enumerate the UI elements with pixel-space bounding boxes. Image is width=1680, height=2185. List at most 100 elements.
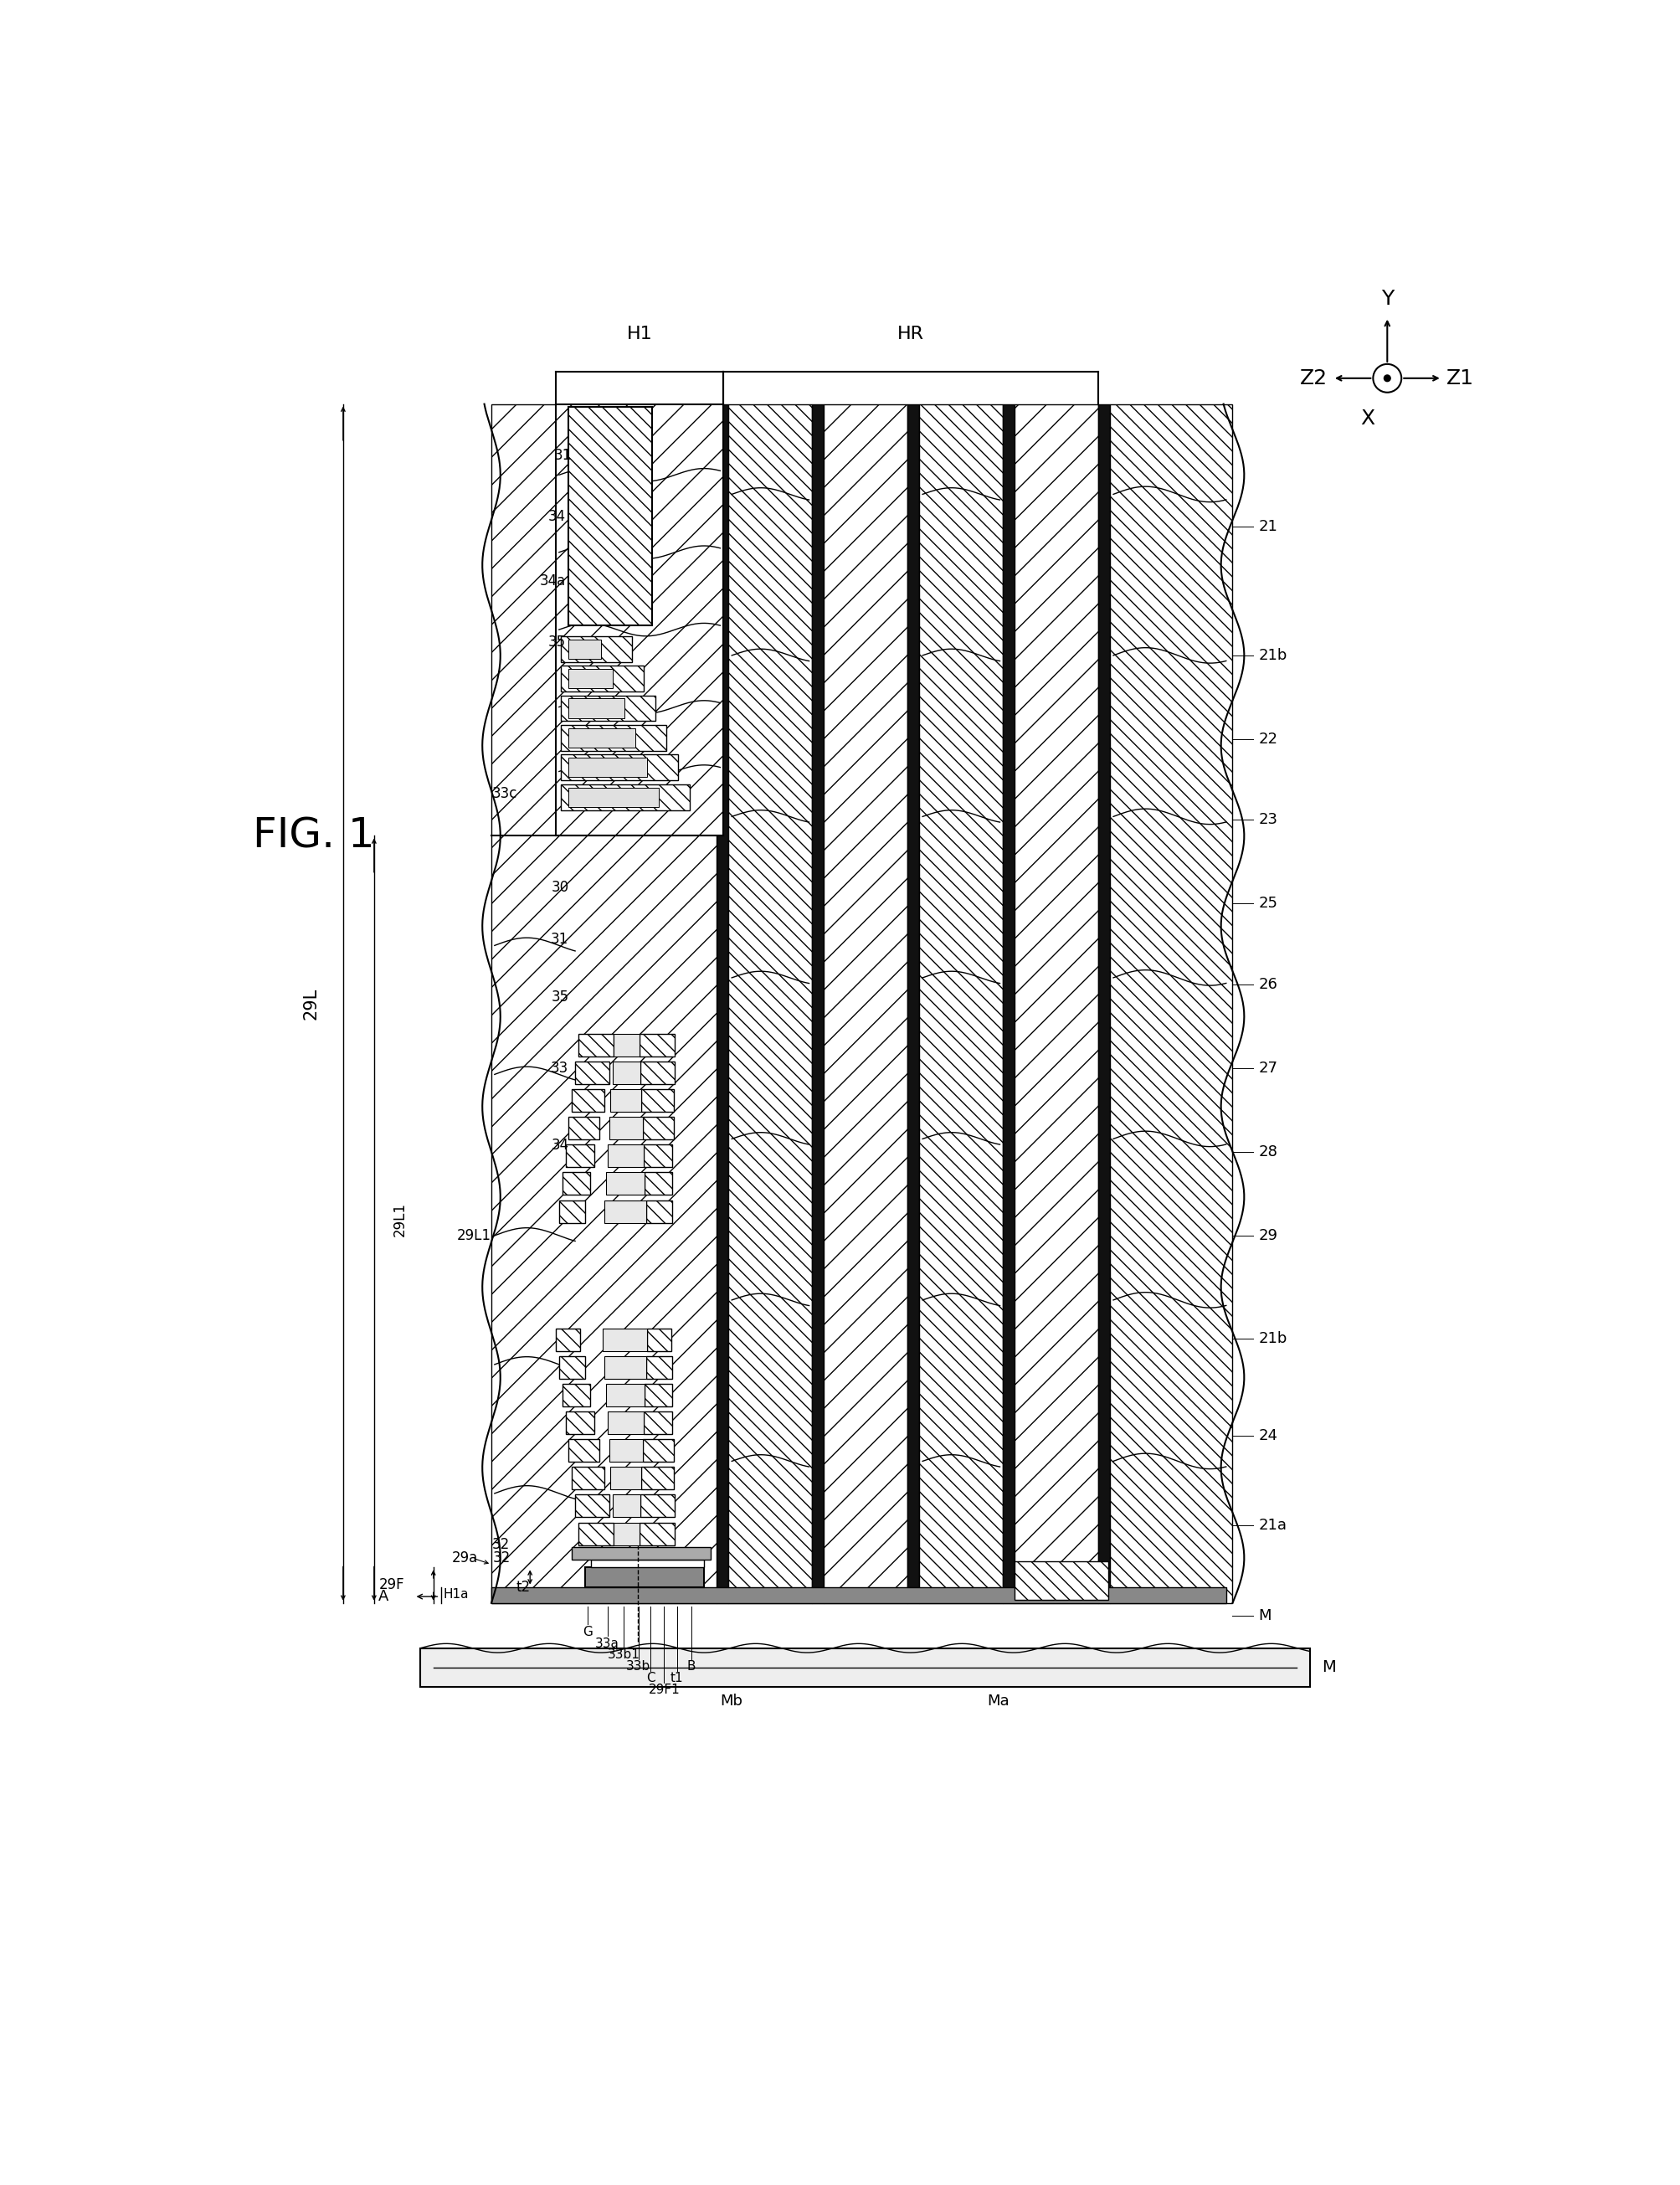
Text: C: C (647, 1672, 655, 1685)
Bar (645, 1173, 672, 1195)
Bar (571, 1466, 605, 1490)
Text: 26: 26 (1258, 977, 1277, 992)
Bar (640, 1523, 675, 1545)
Text: H1a: H1a (444, 1588, 469, 1602)
Bar (570, 1117, 600, 1141)
Bar (559, 1200, 585, 1224)
Bar (1003, 404, 1015, 1604)
Text: Ma: Ma (988, 1693, 1010, 1709)
Bar (591, 1560, 704, 1567)
Bar (578, 1034, 613, 1055)
Bar (610, 1090, 642, 1112)
Text: Z2: Z2 (1300, 369, 1327, 389)
Bar (642, 1466, 674, 1490)
Bar (647, 1328, 672, 1350)
Bar (642, 1090, 674, 1112)
Bar (606, 1383, 645, 1407)
Text: HR: HR (897, 326, 924, 343)
Bar (643, 1440, 674, 1462)
Text: 35: 35 (551, 990, 570, 1005)
Text: 24: 24 (1258, 1427, 1277, 1442)
Bar (606, 1173, 645, 1195)
Bar (647, 1357, 672, 1379)
Bar (563, 1173, 590, 1195)
Text: t1: t1 (670, 1672, 684, 1685)
Bar (556, 1328, 580, 1350)
Bar (570, 728, 635, 747)
Bar (570, 640, 601, 658)
Bar (608, 1412, 643, 1433)
Bar (717, 404, 729, 1604)
Bar (561, 695, 655, 721)
Bar (605, 1200, 647, 1224)
Text: H1: H1 (627, 326, 652, 343)
Bar (570, 406, 652, 625)
Bar (640, 1034, 675, 1055)
Text: 27: 27 (1258, 1060, 1277, 1075)
Bar (559, 1357, 585, 1379)
Bar (561, 754, 679, 780)
Bar (613, 1034, 640, 1055)
Bar (643, 1412, 672, 1433)
Bar (491, 404, 717, 1604)
Bar (605, 1357, 647, 1379)
Bar (640, 1062, 674, 1084)
Text: 21b: 21b (1258, 1331, 1287, 1346)
Text: 29: 29 (1258, 1228, 1277, 1243)
Text: 21b: 21b (1258, 649, 1287, 662)
Text: 35: 35 (548, 636, 566, 651)
Text: 21: 21 (1258, 520, 1277, 533)
Bar (813, 404, 823, 1604)
Bar (613, 1062, 640, 1084)
Bar (420, 1647, 1310, 1687)
Text: 21a: 21a (1258, 1519, 1287, 1534)
Text: 31: 31 (554, 448, 571, 463)
Bar (729, 404, 813, 1604)
Text: A: A (378, 1588, 388, 1604)
Bar (1110, 404, 1233, 1604)
Text: Y: Y (1381, 288, 1394, 308)
Text: 22: 22 (1258, 732, 1277, 747)
Text: 32: 32 (492, 1551, 511, 1564)
Bar (610, 1440, 643, 1462)
Text: t2: t2 (516, 1580, 529, 1595)
Text: 32: 32 (492, 1538, 509, 1554)
Text: 25: 25 (1258, 896, 1277, 911)
Bar (571, 1547, 711, 1560)
Bar (570, 787, 659, 806)
Bar (570, 669, 613, 688)
Bar (1015, 404, 1099, 1604)
Text: 31: 31 (551, 931, 570, 946)
Text: 29L: 29L (302, 988, 319, 1020)
Text: 29L1: 29L1 (457, 1228, 491, 1243)
Bar (575, 1495, 610, 1516)
Bar (608, 1145, 643, 1167)
Bar (613, 1523, 640, 1545)
Bar (578, 1523, 613, 1545)
Bar (563, 1383, 590, 1407)
Text: 28: 28 (1258, 1145, 1277, 1160)
Bar (570, 758, 647, 778)
Bar (491, 1586, 1226, 1604)
Bar (1015, 1560, 1109, 1599)
Bar (561, 666, 643, 690)
Text: M: M (1322, 1661, 1336, 1676)
Bar (613, 1495, 640, 1516)
Text: X: X (1361, 409, 1376, 428)
Text: B: B (687, 1661, 696, 1674)
Text: 29L1: 29L1 (393, 1202, 408, 1237)
Text: 29F: 29F (378, 1578, 405, 1593)
Bar (643, 1117, 674, 1141)
Text: 33b1: 33b1 (606, 1650, 640, 1661)
Text: Mb: Mb (721, 1693, 743, 1709)
Text: 33: 33 (551, 1060, 570, 1075)
Bar (561, 784, 690, 811)
Text: Z1: Z1 (1446, 369, 1473, 389)
Bar (561, 636, 632, 662)
Bar (610, 1466, 642, 1490)
Bar (645, 1383, 672, 1407)
Bar (570, 699, 625, 719)
Bar (647, 1200, 672, 1224)
Bar (610, 1117, 643, 1141)
Bar (566, 1145, 595, 1167)
